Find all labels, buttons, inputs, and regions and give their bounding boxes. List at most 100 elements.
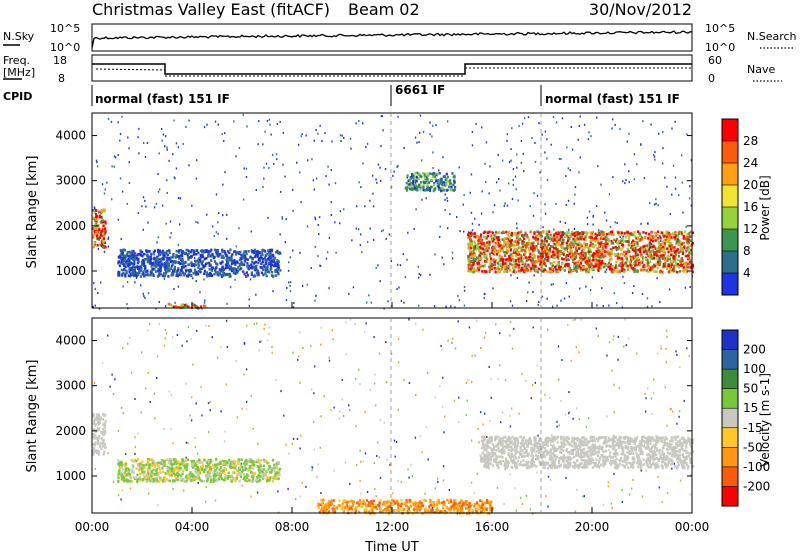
data-cell [676,238,679,241]
data-cell [601,445,604,449]
data-cell [131,266,134,269]
data-cell [635,445,638,449]
data-cell [377,503,380,507]
data-cell [136,265,139,268]
data-cell [666,247,669,251]
data-cell [546,441,549,445]
data-cell [157,258,160,261]
data-cell [529,460,532,464]
data-cell [511,255,514,258]
data-cell [558,457,561,460]
data-cell [98,228,101,231]
data-cell [157,262,160,266]
data-cell [681,443,685,447]
data-cell [472,263,475,266]
data-cell [238,250,241,254]
data-cell [553,265,557,269]
data-cell [417,183,421,187]
data-cell [536,239,539,243]
data-cell [412,508,416,511]
data-cell [565,234,569,237]
data-cell [512,442,515,446]
data-cell [131,268,135,272]
data-cell [145,254,149,257]
data-cell [573,264,576,268]
data-cell [542,246,545,249]
data-cell [573,267,576,271]
data-cell [631,233,634,237]
data-cell [605,455,608,459]
data-cell [539,231,542,235]
data-cell [602,456,605,460]
data-cell [172,305,175,309]
data-cell [601,259,604,263]
data-cell [485,462,488,465]
data-cell [576,452,579,456]
data-cell [467,243,470,246]
data-cell [568,237,571,240]
data-cell [562,456,565,460]
data-cell [203,304,206,308]
data-cell [500,231,503,235]
data-cell [602,450,605,453]
data-cell [480,460,483,463]
data-cell [493,245,497,248]
data-cell [93,243,96,247]
data-cell [472,247,476,251]
data-cell [582,231,585,234]
data-cell [603,442,606,445]
data-cell [456,508,460,511]
data-cell [489,441,492,444]
data-cell [488,241,491,244]
data-cell [580,259,584,263]
data-cell [576,237,579,241]
data-cell [468,244,471,248]
data-cell [521,463,524,467]
data-cell [199,260,202,264]
data-cell [677,266,681,269]
data-cell [617,256,620,260]
data-cell [352,502,355,505]
data-cell [646,261,649,265]
data-cell [642,268,645,272]
data-cell [553,461,556,464]
data-cell [688,256,691,260]
data-cell [177,267,180,270]
data-cell [187,268,190,272]
data-cell [530,463,534,467]
data-cell [419,184,422,187]
data-cell [508,269,512,272]
data-cell [532,267,536,271]
data-cell [473,260,476,263]
data-cell [635,437,638,440]
data-cell [479,506,482,510]
data-cell [691,465,695,468]
data-cell [686,270,689,273]
data-cell [138,266,141,270]
data-cell [674,238,677,241]
data-cell [491,443,494,446]
data-cell [525,265,528,268]
data-cell [222,271,225,275]
data-cell [576,438,579,442]
data-cell [552,453,556,457]
data-cell [489,457,492,460]
data-cell [528,255,531,259]
data-cell [385,501,388,504]
data-cell [96,436,99,440]
data-cell [593,449,596,453]
data-cell [175,274,178,277]
data-cell [686,239,689,243]
data-cell [409,180,412,183]
data-cell [628,452,631,456]
data-cell [176,268,179,272]
data-cell [229,265,232,269]
data-cell [529,245,533,249]
data-cell [512,269,516,272]
data-cell [442,506,445,510]
data-cell [226,259,229,263]
data-cell [484,230,487,234]
data-cell [468,235,471,239]
data-cell [412,179,415,183]
data-cell [599,251,602,255]
